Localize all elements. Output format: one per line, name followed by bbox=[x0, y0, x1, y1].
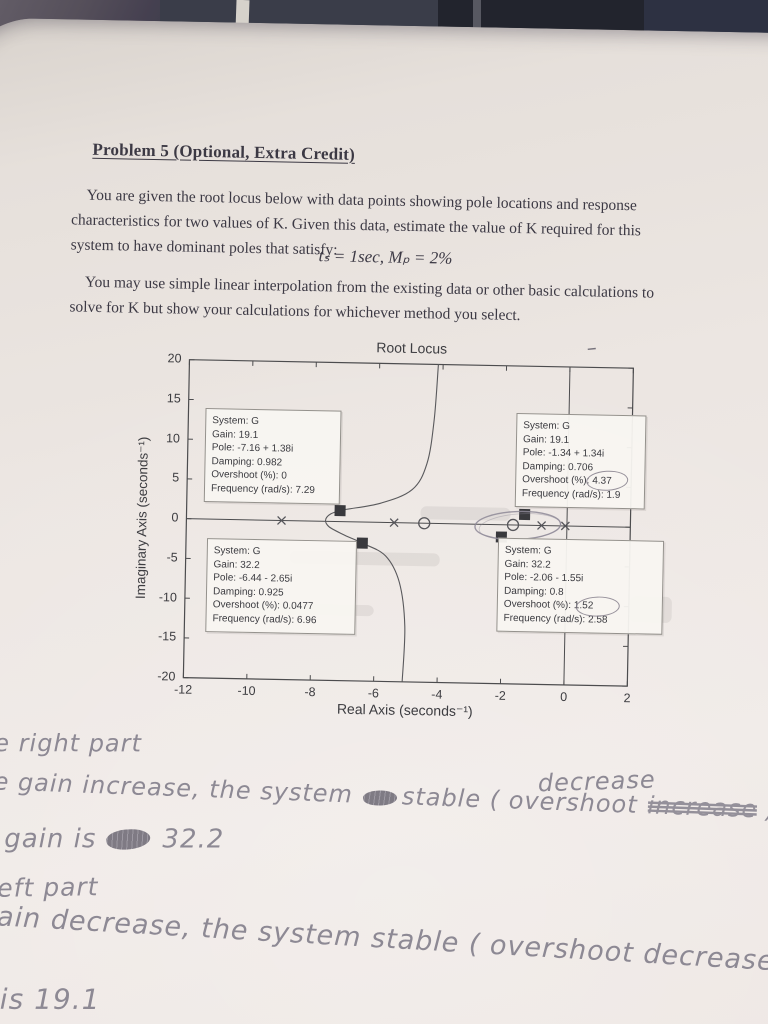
problem-paragraph-2: You may use simple linear interpolation … bbox=[69, 269, 710, 331]
chart-title: Root Locus bbox=[376, 339, 448, 357]
handwritten-note-gain-value-left: n is 19.1 bbox=[0, 982, 101, 1016]
y-tick-label: 20 bbox=[167, 351, 182, 366]
pole-marker bbox=[537, 520, 547, 531]
x-tick-label: -6 bbox=[367, 686, 380, 701]
data-tip-box: System: G Gain: 19.1 Pole: -7.16 + 1.38i… bbox=[203, 408, 342, 505]
x-tick-label: -4 bbox=[431, 687, 443, 702]
y-tick-label: -20 bbox=[157, 669, 176, 684]
pencil-smudge bbox=[420, 506, 511, 521]
y-tick-label: -5 bbox=[166, 550, 178, 565]
pole-marker bbox=[277, 515, 287, 526]
handwritten-text: he gain increase, the system bbox=[0, 766, 354, 809]
handwritten-note-gain-increase: he gain increase, the system stable ( ove… bbox=[0, 765, 768, 824]
y-tick-label: -10 bbox=[158, 589, 178, 605]
gain-point-marker bbox=[356, 537, 368, 549]
gain-point-marker bbox=[519, 508, 531, 521]
paper-sheet: Problem 5 (Optional, Extra Credit) You a… bbox=[0, 16, 768, 1024]
data-tip-box: System: G Gain: 32.2 Pole: -6.44 - 2.65i… bbox=[205, 538, 358, 635]
y-tick-label: -15 bbox=[157, 629, 177, 644]
pencil-ellipse-annotation bbox=[474, 510, 562, 541]
handwritten-note-right-part: he right part bbox=[0, 729, 142, 758]
x-tick-label: -12 bbox=[173, 682, 193, 697]
handwritten-text: 32.2 bbox=[162, 824, 225, 855]
data-tip-line: Frequency (rad/s): 2.58 bbox=[503, 612, 608, 626]
real-axis-line bbox=[186, 518, 631, 528]
y-tick-label: 10 bbox=[165, 430, 181, 446]
y-tick-label: 0 bbox=[171, 510, 179, 525]
handwritten-note-gain-decrease: gain decrease, the system stable ( overs… bbox=[0, 900, 768, 978]
background-strip bbox=[473, 0, 481, 38]
handwritten-correction-word: decrease bbox=[537, 765, 657, 798]
y-tick-label: 15 bbox=[166, 391, 181, 406]
data-tip-box: System: G Gain: 32.2 Pole: -2.06 - 1.55i… bbox=[496, 537, 665, 635]
x-tick-label: 2 bbox=[623, 691, 631, 706]
y-tick-label: 5 bbox=[172, 470, 180, 485]
data-tip-box: System: G Gain: 19.1 Pole: -1.34 + 1.34i… bbox=[514, 412, 647, 510]
handwritten-note-gain-value-right: gain is 32.2 bbox=[4, 824, 224, 854]
x-tick-label: 0 bbox=[560, 689, 568, 705]
gain-point-marker bbox=[334, 505, 346, 517]
handwritten-crossed-out-word: increase bbox=[647, 791, 758, 824]
pole-marker bbox=[389, 518, 399, 528]
root-locus-plot bbox=[182, 347, 672, 687]
x-tick-label: -8 bbox=[304, 684, 316, 700]
data-tip-line: Frequency (rad/s): 6.96 bbox=[212, 613, 317, 627]
zero-marker bbox=[506, 518, 520, 532]
handwritten-note-left-part: left part bbox=[0, 872, 99, 903]
zero-marker bbox=[418, 517, 431, 530]
problem-title: Problem 5 (Optional, Extra Credit) bbox=[92, 139, 356, 164]
pencil-scribble bbox=[105, 827, 152, 852]
data-tip-line: Frequency (rad/s): 1.9 bbox=[521, 488, 621, 501]
data-tip-line: Frequency (rad/s): 7.29 bbox=[210, 483, 316, 497]
handwritten-text: gain is bbox=[4, 824, 97, 855]
pencil-scribble bbox=[362, 789, 398, 807]
pole-marker bbox=[560, 521, 570, 531]
x-tick-label: -10 bbox=[237, 683, 256, 699]
x-tick-label: -2 bbox=[494, 688, 506, 703]
